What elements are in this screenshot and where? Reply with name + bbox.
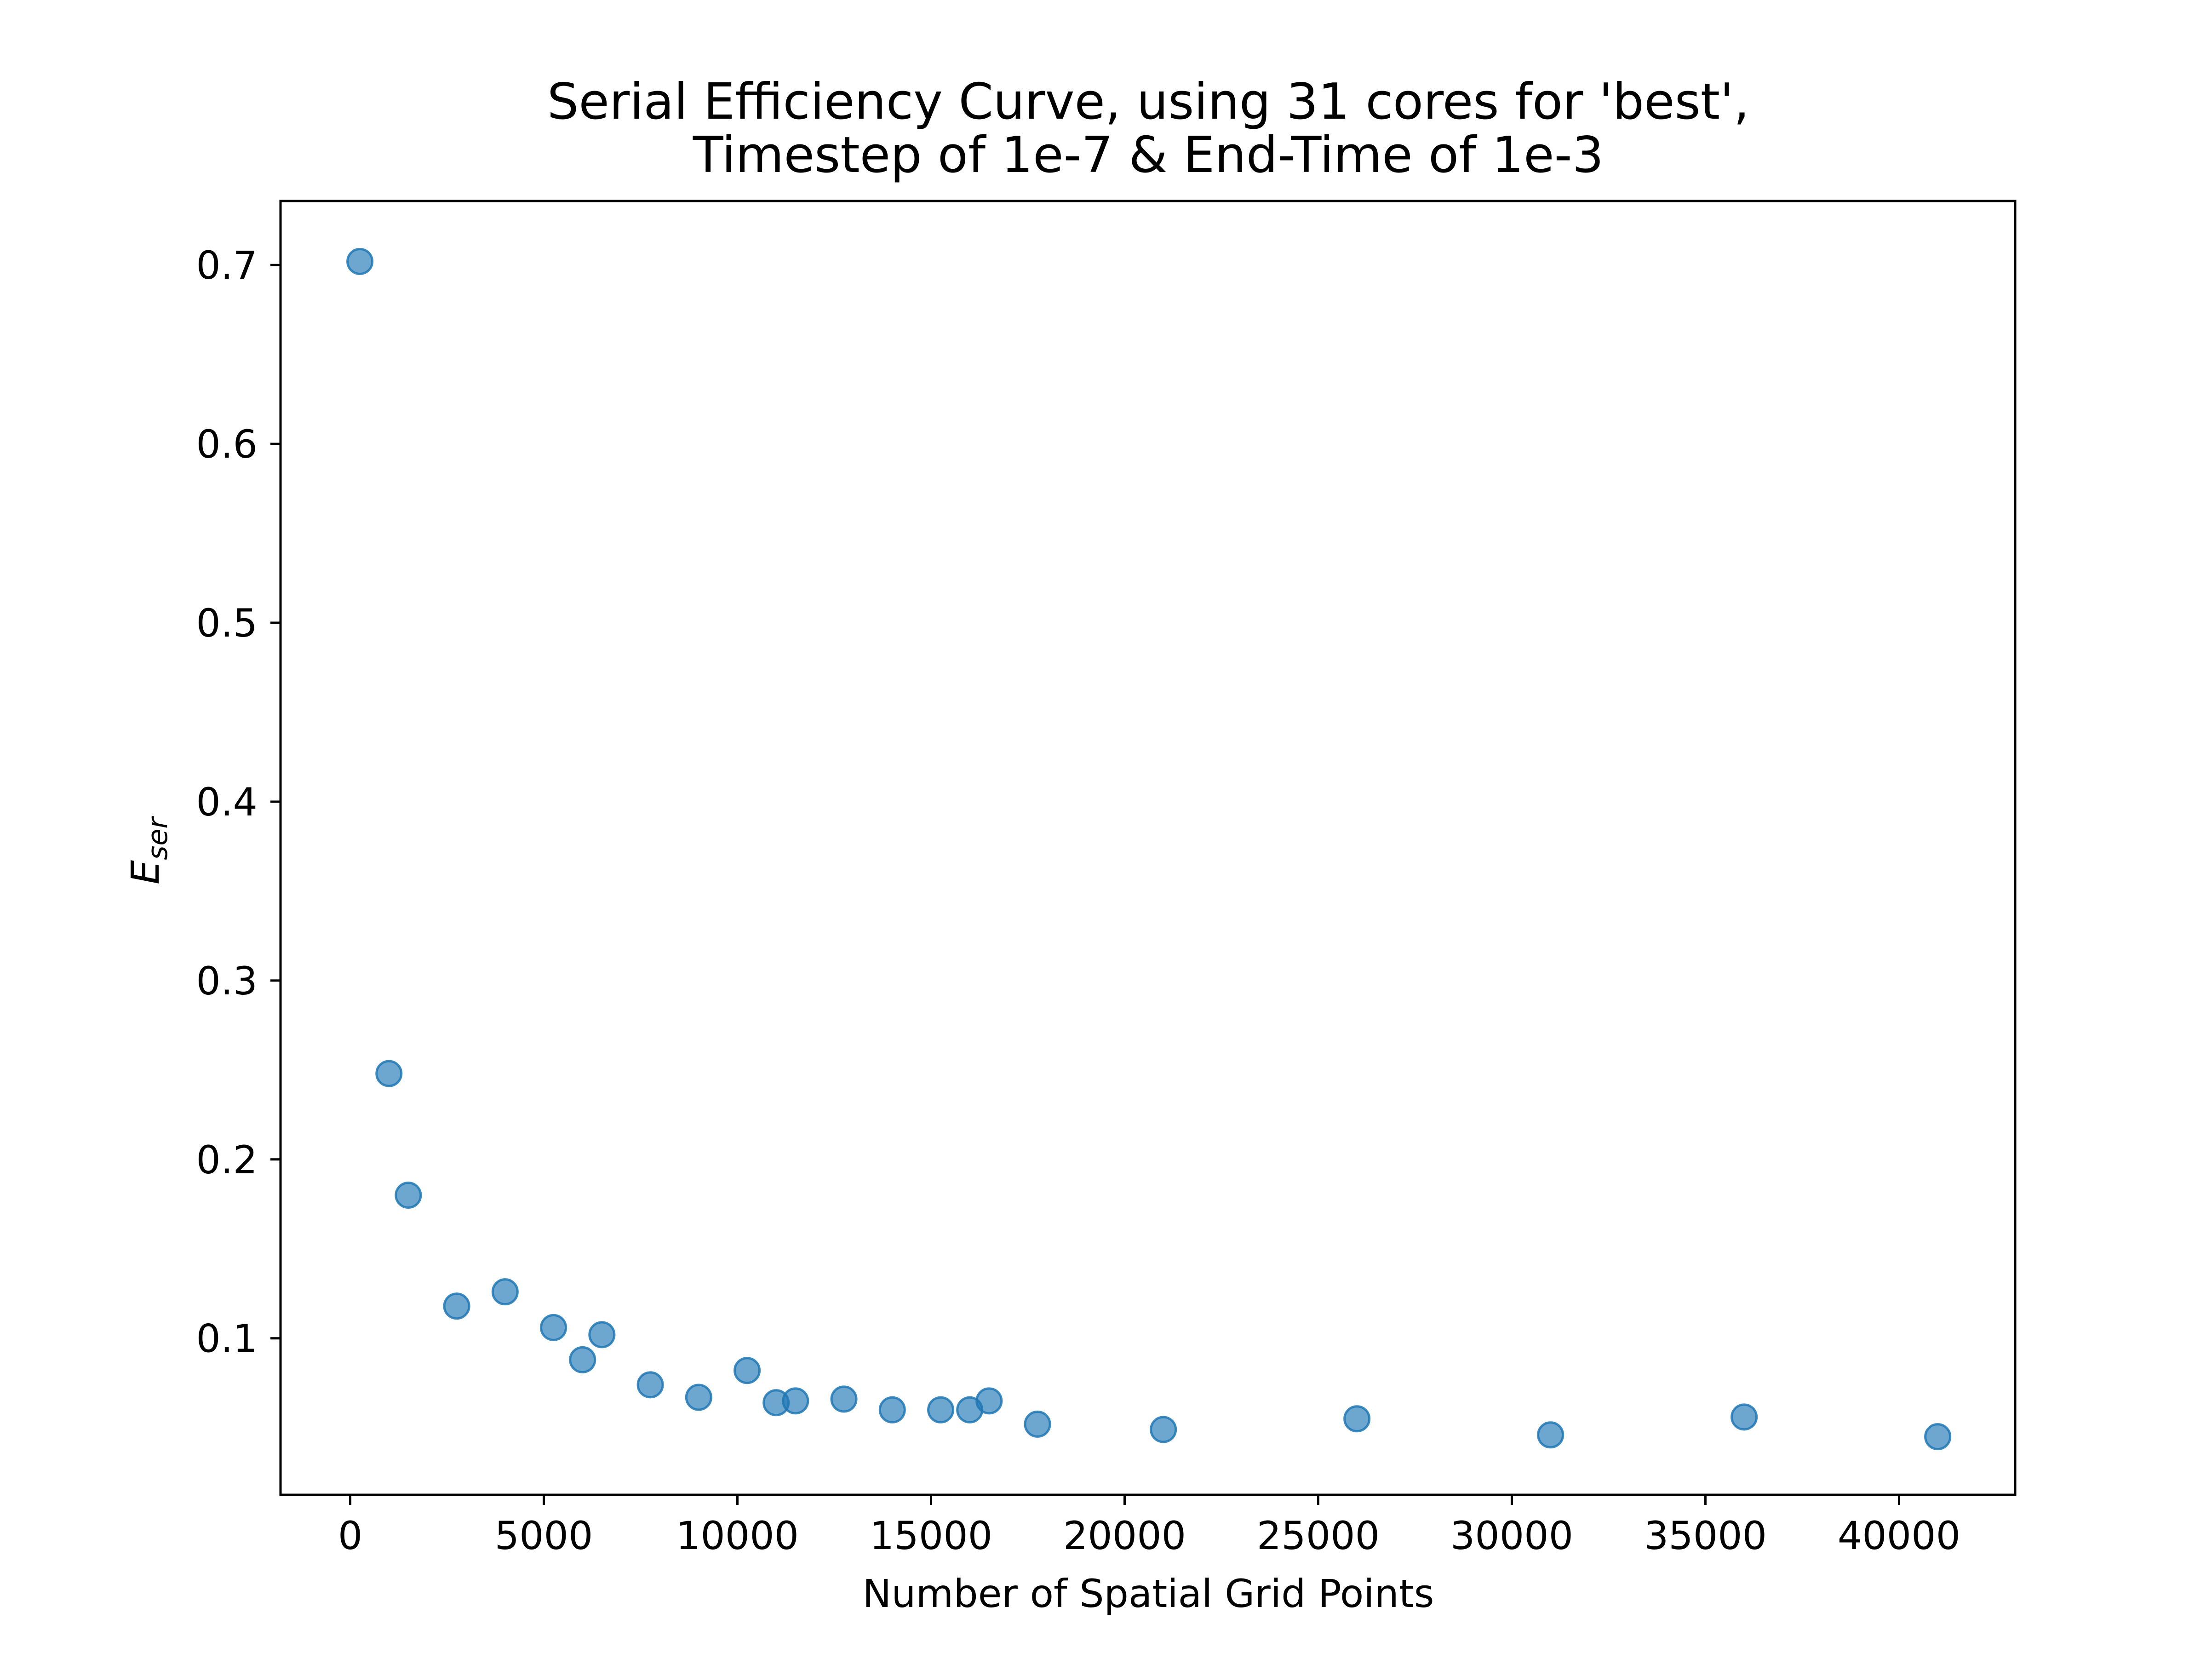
- data-point: [443, 1292, 470, 1320]
- x-axis-label: Number of Spatial Grid Points: [862, 1571, 1434, 1616]
- y-tick-label: 0.6: [196, 422, 258, 467]
- data-point: [830, 1385, 858, 1413]
- data-point: [636, 1371, 664, 1399]
- x-tick-label: 25000: [1257, 1513, 1380, 1558]
- data-point: [588, 1321, 616, 1349]
- data-point: [782, 1387, 809, 1415]
- data-point: [1024, 1410, 1051, 1438]
- y-tick-label: 0.5: [196, 601, 258, 646]
- data-point: [569, 1346, 596, 1373]
- data-point: [1537, 1421, 1564, 1449]
- data-point: [685, 1383, 712, 1411]
- data-point: [375, 1060, 403, 1087]
- y-axis-label: Eser: [123, 816, 174, 884]
- x-tick-label: 35000: [1644, 1513, 1767, 1558]
- y-axis-label-subscript: ser: [142, 816, 174, 860]
- y-axis-ticks: 0.1 0.2 0.3 0.4 0.5 0.6 0.7: [196, 243, 281, 1361]
- data-point: [878, 1396, 906, 1424]
- y-tick-label: 0.2: [196, 1137, 258, 1183]
- scatter-points: [346, 247, 1952, 1451]
- plot-area-frame: [279, 200, 2017, 1496]
- x-tick-label: 30000: [1450, 1513, 1573, 1558]
- data-point: [491, 1278, 519, 1306]
- data-point: [346, 247, 374, 275]
- x-tick-label: 40000: [1838, 1513, 1960, 1558]
- data-point: [734, 1357, 761, 1384]
- x-tick-label: 5000: [495, 1513, 593, 1558]
- y-axis-label-main: E: [123, 860, 168, 884]
- y-tick-label: 0.4: [196, 780, 258, 825]
- data-point: [1150, 1416, 1177, 1443]
- data-point: [1731, 1403, 1758, 1431]
- chart-title-line-1: Serial Efficiency Curve, using 31 cores …: [547, 73, 1749, 131]
- data-point: [540, 1314, 567, 1341]
- x-tick-label: 20000: [1063, 1513, 1186, 1558]
- data-point: [395, 1182, 422, 1209]
- x-tick-label: 10000: [676, 1513, 799, 1558]
- data-point: [1343, 1405, 1371, 1433]
- x-tick-label: 0: [338, 1513, 362, 1558]
- x-axis-ticks: 0 5000 10000 15000 20000 25000 30000 35000 40000: [338, 1495, 1960, 1558]
- x-tick-label: 15000: [870, 1513, 992, 1558]
- chart-title-line-2: Timestep of 1e-7 & End-Time of 1e-3: [693, 126, 1604, 184]
- data-point: [927, 1396, 955, 1424]
- y-tick-label: 0.1: [196, 1316, 258, 1361]
- y-tick-label: 0.7: [196, 243, 258, 288]
- data-point: [1924, 1423, 1952, 1451]
- y-tick-label: 0.3: [196, 959, 258, 1004]
- data-point: [975, 1387, 1003, 1415]
